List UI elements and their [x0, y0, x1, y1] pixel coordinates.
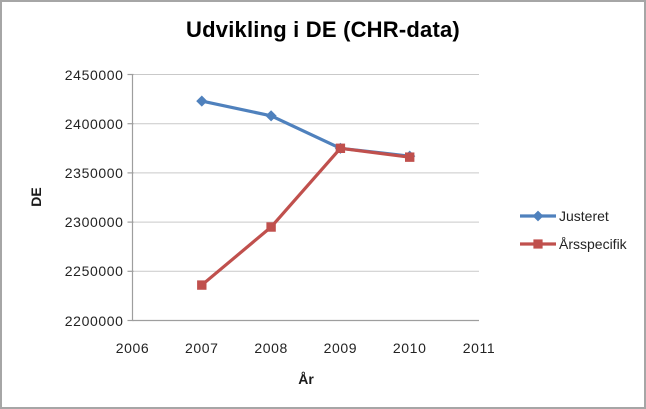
legend-square-icon [520, 238, 556, 249]
legend-label: Årsspecifik [559, 235, 627, 252]
y-tick-label: 2400000 [64, 115, 124, 132]
y-axis-title: DE [28, 187, 44, 207]
legend: Justeret Årsspecifik [519, 206, 627, 253]
series-line-1 [200, 146, 412, 287]
y-tick-label: 2200000 [64, 312, 124, 329]
y-tick-label: 2350000 [64, 164, 124, 181]
y-tick-label: 2300000 [64, 214, 124, 231]
x-tick-label: 2009 [323, 339, 358, 356]
chart-title: Udvikling i DE (CHR-data) [186, 17, 460, 42]
series-line-0 [200, 99, 412, 158]
x-tick-label: 2008 [254, 339, 288, 356]
series-marker-0 [196, 95, 208, 107]
x-axis-title: År [298, 371, 314, 387]
legend-label: Justeret [559, 207, 609, 224]
y-tick-label: 2450000 [64, 66, 124, 83]
series-marker-1 [335, 143, 346, 153]
x-tick-label: 2006 [115, 339, 150, 356]
x-tick-label: 2010 [392, 339, 427, 356]
legend-item-0: Justeret [519, 206, 627, 225]
x-tick-label: 2011 [462, 339, 496, 356]
x-tick-label: 2007 [185, 339, 219, 356]
series-marker-0 [265, 110, 277, 122]
series-marker-1 [405, 152, 415, 162]
legend-diamond-icon [520, 210, 556, 221]
series-marker-1 [266, 222, 276, 232]
y-tick-label: 2250000 [64, 263, 124, 280]
series-marker-1 [197, 280, 207, 290]
legend-item-1: Årsspecifik [519, 234, 627, 253]
